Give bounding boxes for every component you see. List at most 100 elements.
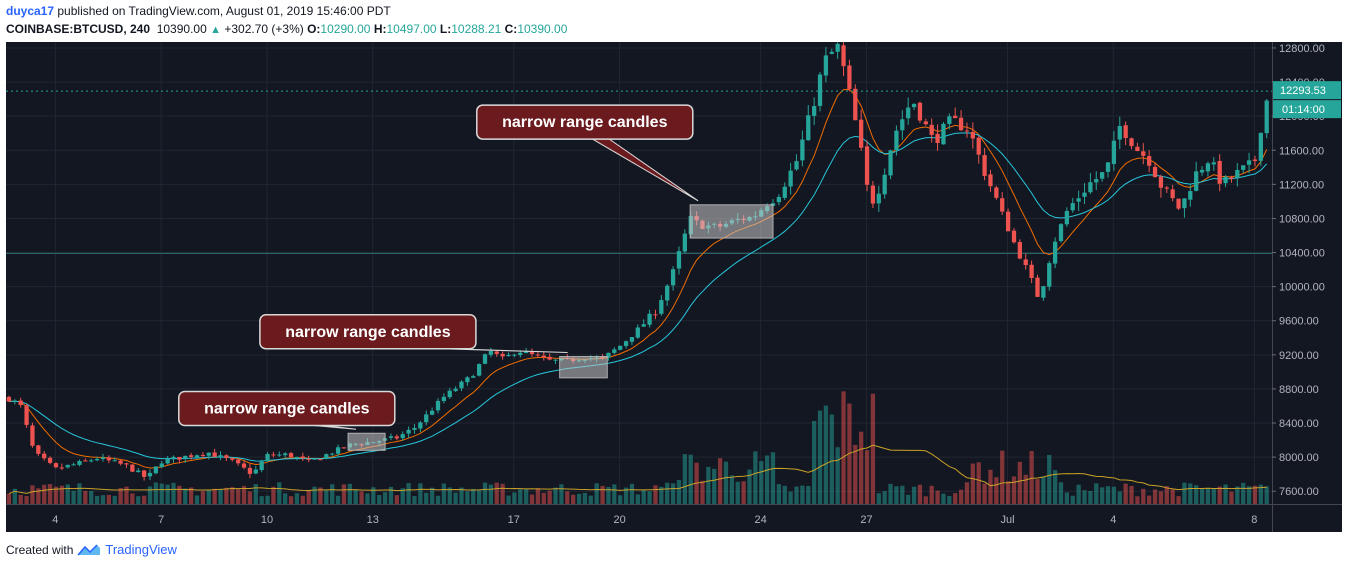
volume-bar — [324, 490, 329, 504]
time-tick-label: 13 — [367, 514, 379, 526]
candle-body — [923, 121, 928, 125]
footer: Created with TradingView — [6, 542, 177, 557]
candle-body — [335, 447, 341, 454]
range-highlight-box — [347, 432, 386, 451]
volume-bar — [859, 431, 864, 504]
volume-bar — [964, 482, 970, 504]
candle-body — [277, 454, 282, 456]
candle-body — [1252, 159, 1258, 161]
volume-bar — [1152, 489, 1158, 504]
volume-bar — [706, 466, 711, 504]
volume-bar — [94, 495, 100, 504]
volume-bar — [882, 491, 887, 504]
volume-bar — [829, 414, 834, 504]
volume-bar — [906, 494, 911, 504]
candle-body — [100, 457, 106, 460]
candle-body — [1258, 132, 1263, 161]
volume-bar — [1182, 482, 1187, 504]
low-value: 10288.21 — [451, 22, 502, 36]
candle-body — [1264, 100, 1269, 134]
candle-body — [124, 463, 129, 465]
candle-body — [300, 456, 305, 459]
price-tick-label: 9200.00 — [1279, 350, 1319, 362]
candle-body — [24, 405, 29, 425]
candle-body — [1135, 146, 1140, 152]
price-tick-label: 10000.00 — [1279, 282, 1325, 294]
tradingview-logo-icon — [77, 543, 101, 555]
volume-bar — [394, 495, 399, 504]
candle-body — [1246, 160, 1252, 165]
volume-bar — [83, 490, 88, 504]
volume-bar — [388, 486, 394, 504]
volume-bar — [1188, 483, 1193, 504]
candle-body — [929, 124, 934, 135]
candle-body — [506, 354, 511, 357]
candle-body — [524, 351, 529, 354]
candle-body — [30, 425, 35, 446]
volume-bar — [171, 482, 176, 504]
candle-body — [1100, 172, 1105, 179]
volume-bar — [1246, 486, 1252, 504]
candle-body — [1188, 191, 1193, 200]
candle-body — [547, 356, 552, 360]
candle-body — [318, 459, 323, 461]
candle-body — [1041, 286, 1046, 298]
candle-body — [1035, 277, 1040, 297]
candle-body — [976, 137, 981, 155]
candle-body — [1017, 242, 1022, 259]
volume-bar — [618, 495, 623, 504]
price-tick-label: 8800.00 — [1279, 384, 1319, 396]
candle-body — [629, 337, 635, 342]
candle-body — [488, 350, 494, 355]
volume-bar — [306, 489, 311, 504]
candle-body — [618, 345, 623, 350]
volume-bar — [923, 496, 928, 504]
volume-bar — [218, 488, 223, 504]
up-arrow-icon: ▲ — [210, 24, 221, 36]
candle-body — [900, 119, 905, 131]
candle-body — [518, 352, 523, 356]
volume-bar — [764, 455, 770, 504]
candle-body — [89, 460, 94, 462]
callout-label: narrow range candles — [204, 400, 369, 417]
volume-bar — [371, 487, 376, 504]
candle-body — [136, 470, 141, 473]
volume-bar — [553, 487, 558, 504]
volume-bar — [1258, 484, 1263, 504]
candle-body — [224, 455, 229, 459]
last-price-tag — [1273, 81, 1341, 100]
volume-bar — [629, 483, 635, 504]
candle-body — [876, 193, 881, 204]
candle-body — [817, 74, 823, 106]
volume-bar — [512, 492, 517, 504]
volume-bar — [800, 485, 805, 504]
candle-body — [294, 456, 300, 458]
volume-bar — [500, 483, 505, 504]
volume-bar — [741, 481, 746, 504]
time-tick-label: 7 — [158, 514, 164, 526]
candle-body — [964, 130, 970, 132]
volume-bar — [277, 482, 282, 504]
candle-body — [36, 445, 41, 454]
volume-bar — [230, 487, 235, 504]
price-tick-label: 8400.00 — [1279, 418, 1319, 430]
volume-bar — [441, 483, 447, 504]
tradingview-link[interactable]: TradingView — [105, 542, 177, 557]
volume-bar — [124, 486, 129, 504]
volume-bar — [1035, 479, 1040, 504]
candle-body — [200, 454, 206, 456]
candle-body — [388, 436, 394, 438]
volume-bar — [723, 461, 729, 504]
author-link[interactable]: duyca17 — [6, 4, 55, 18]
candle-body — [271, 454, 276, 456]
candle-body — [194, 455, 200, 458]
volume-bar — [1264, 486, 1269, 504]
volume-bar — [970, 463, 975, 504]
volume-bar — [647, 491, 652, 504]
volume-bar — [418, 483, 423, 504]
candle-body — [864, 146, 870, 185]
volume-bar — [488, 484, 494, 504]
price-chart[interactable]: 12800.0012400.0012000.0011600.0011200.00… — [6, 42, 1342, 532]
volume-bar — [312, 486, 317, 504]
candle-body — [406, 429, 411, 434]
